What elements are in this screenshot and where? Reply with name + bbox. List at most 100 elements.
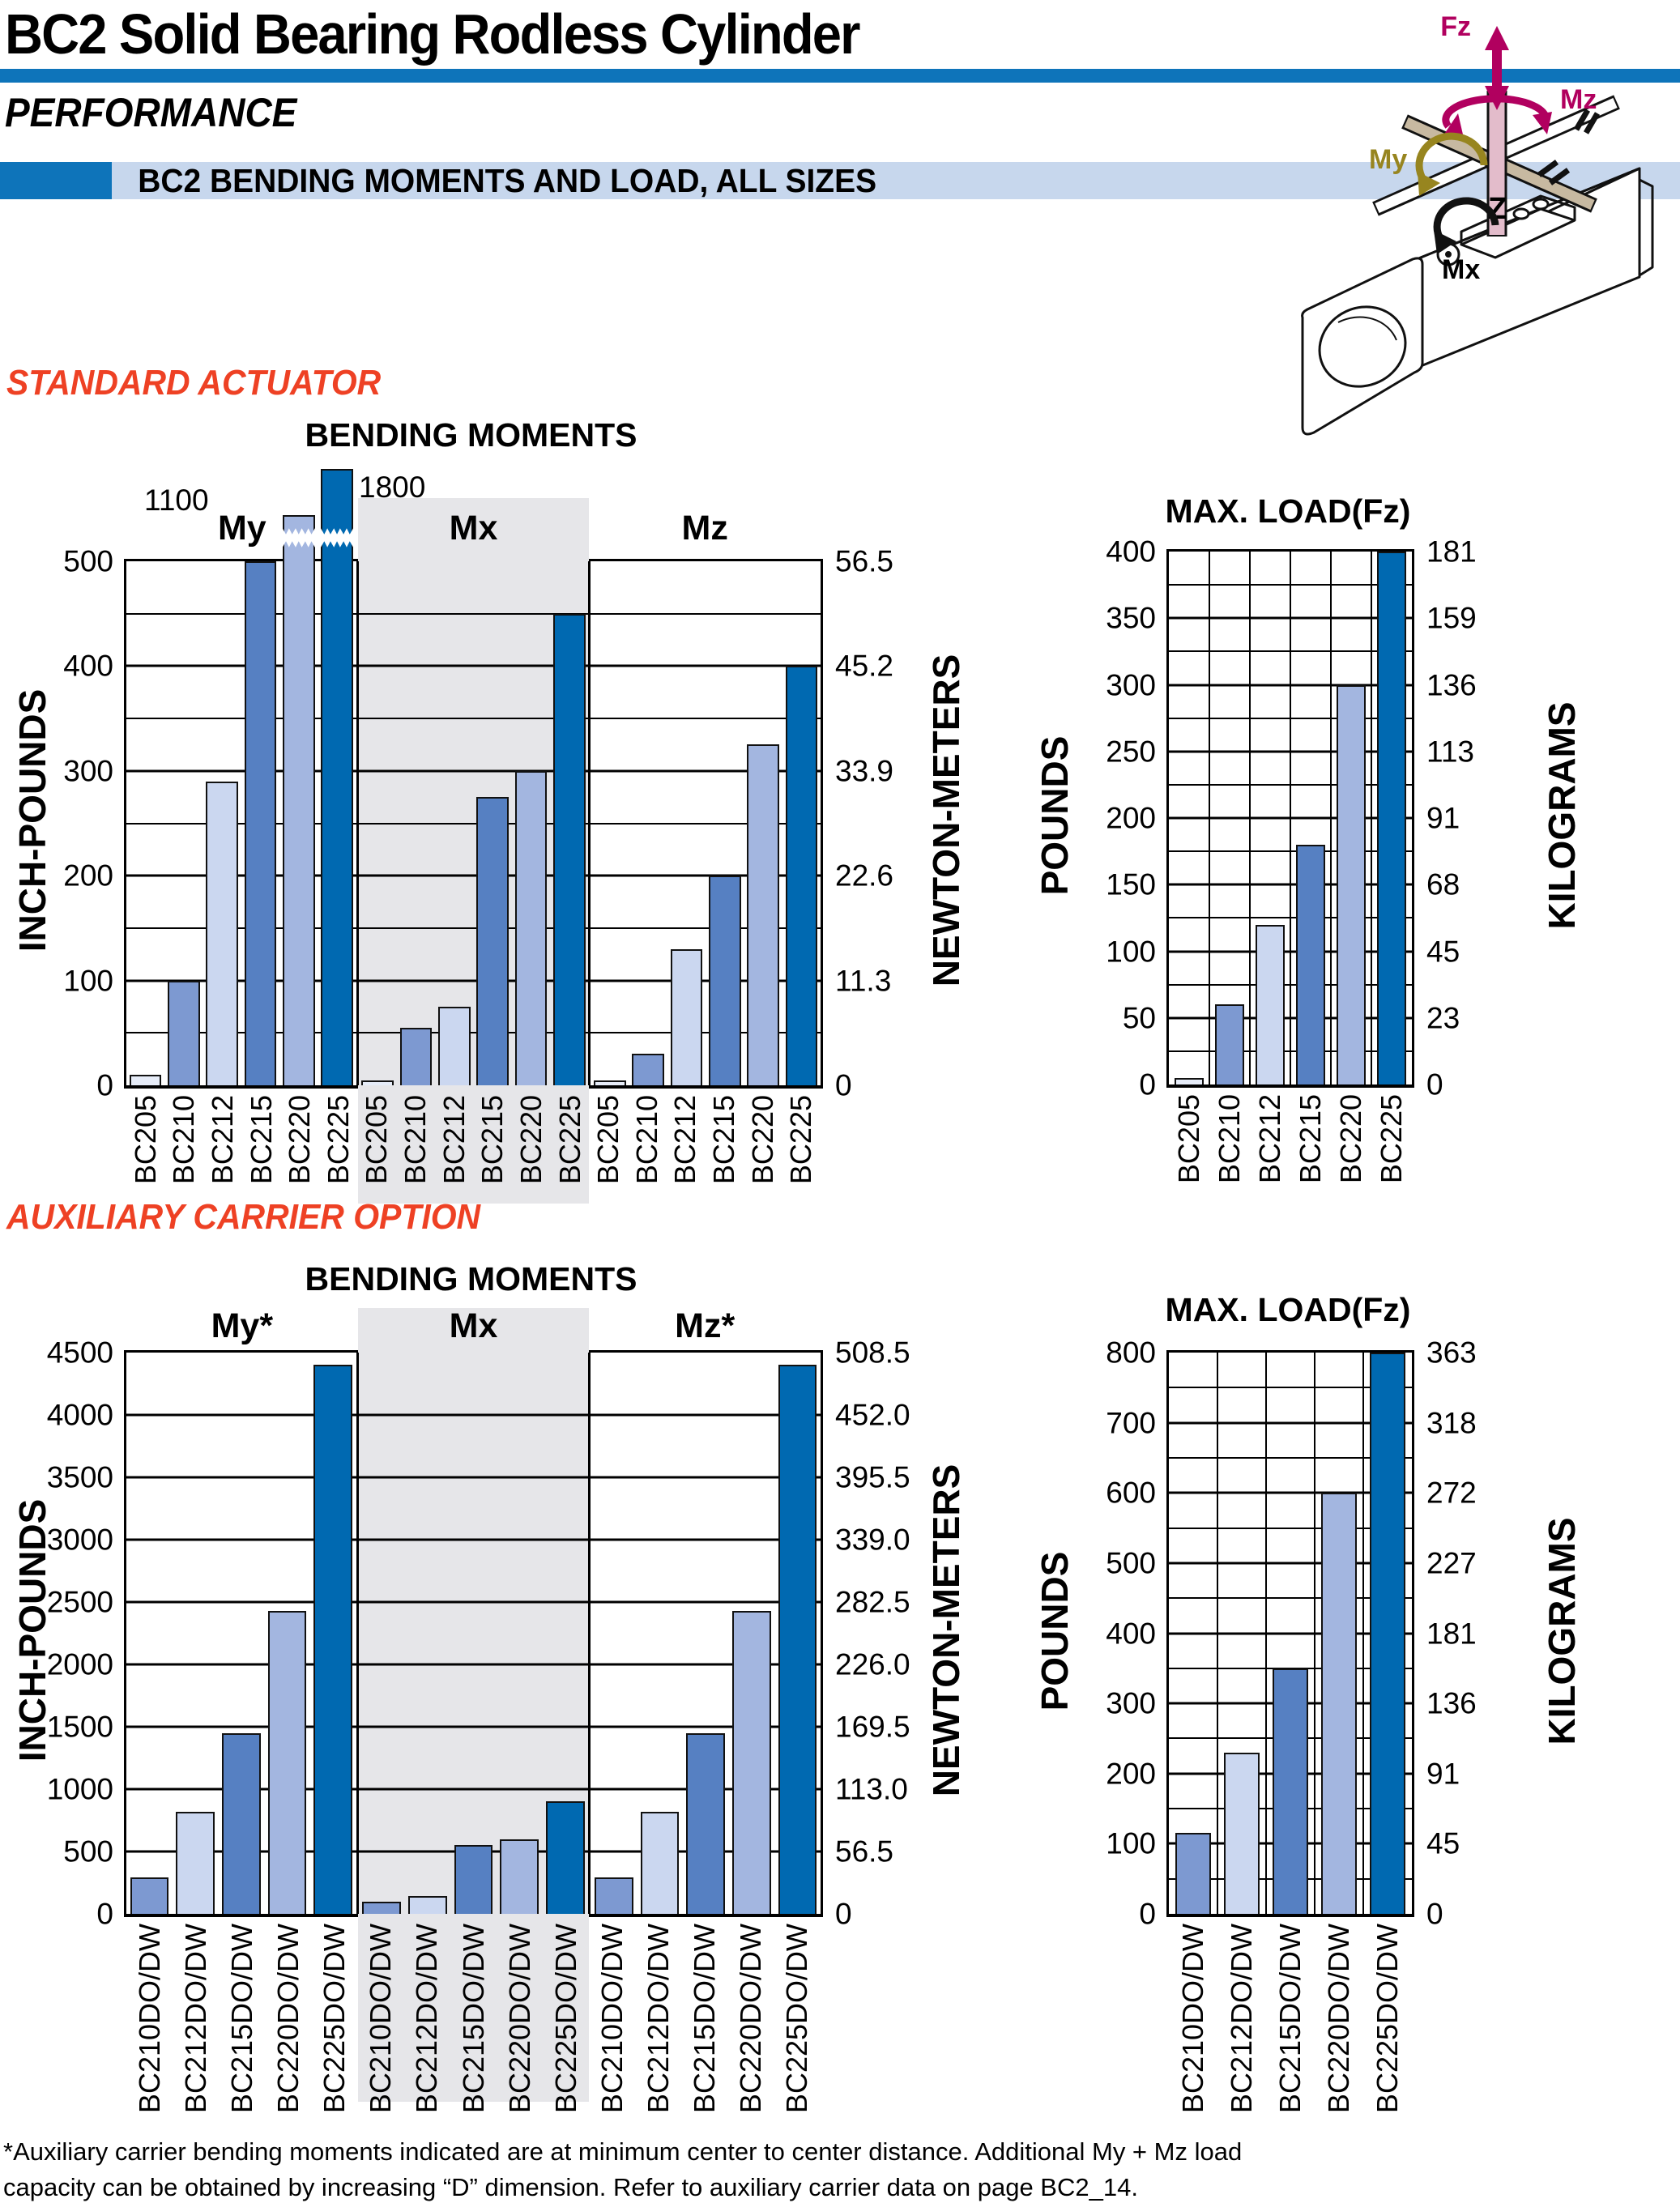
bar-BC220-Mx [514, 770, 548, 1085]
bar-column [359, 1353, 405, 1914]
group-label-Mz: Mz [681, 509, 728, 548]
y-tick-left-0: 0 [1139, 1897, 1156, 1931]
bar-column [1331, 552, 1371, 1084]
x-label-cell: BC215 [705, 1095, 744, 1200]
y-tick-right-363: 363 [1426, 1336, 1477, 1370]
x-label-cell: BC205 [358, 1095, 397, 1200]
bar-column [1209, 552, 1250, 1084]
x-tick-label: BC215DO/DW [688, 1924, 722, 2114]
bar-column [264, 1353, 310, 1914]
y-tick-right-56.5: 56.5 [835, 1834, 894, 1869]
x-tick-label: BC225DO/DW [1371, 1924, 1404, 2114]
bar-BC210DO/DW-My* [130, 1877, 169, 1914]
gridline-2000 [126, 1663, 821, 1666]
group-header-row: My Mx Mz [126, 509, 821, 548]
bar-BC212-Mz [670, 948, 703, 1085]
bar-column [729, 1353, 775, 1914]
x-tick-label: BC225DO/DW [780, 1924, 814, 2114]
bar-break-mark [279, 528, 318, 548]
y-tick-left-3000: 3000 [46, 1523, 113, 1557]
x-tick-label: BC205 [128, 1095, 162, 1185]
x-label-cell: BC215 [474, 1095, 513, 1200]
fz-label: Fz [1440, 11, 1471, 42]
x-label-cell: BC215DO/DW [219, 1924, 265, 2113]
bar-column [173, 1353, 219, 1914]
x-tick-label: BC212 [206, 1095, 240, 1185]
bar-BC212-My [206, 781, 239, 1085]
x-tick-label: BC212DO/DW [642, 1924, 676, 2114]
gridline-350 [126, 718, 821, 720]
bar-group-My [126, 469, 356, 1085]
gridline-400 [126, 664, 821, 667]
x-label-cell: BC212 [203, 1095, 242, 1200]
x-tick-label: BC212DO/DW [1225, 1924, 1258, 2114]
gridline-2500 [126, 1600, 821, 1604]
bar-BC220-My [279, 515, 318, 1085]
column-separator [1209, 552, 1210, 1084]
column-separator [1217, 1353, 1218, 1914]
bar-column [782, 561, 821, 1085]
x-label-cell: BC205 [126, 1095, 165, 1200]
bar-BC225DO/DW-Mz* [778, 1365, 817, 1914]
y-tick-right-68: 68 [1426, 867, 1460, 901]
x-tick-label: BC220 [283, 1095, 317, 1185]
bar-groups [1169, 552, 1412, 1084]
x-label-cell: BC210 [165, 1095, 204, 1200]
x-label-group: BC210DO/DW BC212DO/DW BC215DO/DW BC220DO/DW… [358, 1924, 590, 2113]
mx-moment-arrow: Mx [1433, 197, 1499, 285]
bar-BC225-Mx [552, 613, 586, 1085]
y-tick-right-113.0: 113.0 [835, 1772, 908, 1806]
bar-BC212DO/DW-My* [176, 1811, 215, 1914]
y-tick-left-600: 600 [1106, 1476, 1156, 1510]
x-label-cell: BC215 [242, 1095, 281, 1200]
gridline-750 [1169, 1387, 1412, 1389]
page-subtitle: PERFORMANCE [5, 90, 297, 135]
bar-group-My* [126, 1353, 356, 1914]
bar-BC210-My [168, 980, 200, 1085]
gridline-4000 [126, 1413, 821, 1417]
bar-column [1290, 552, 1331, 1084]
y-axis-title-pounds-aux: POUNDS [1034, 1551, 1076, 1711]
gridline-3000 [126, 1538, 821, 1541]
y-tick-right-45: 45 [1426, 1826, 1460, 1860]
x-label-group: BC205 BC210 BC212 BC215 BC220 BC225 [589, 1095, 821, 1200]
x-tick-label: BC210 [629, 1095, 663, 1185]
column-separator [1314, 1353, 1315, 1914]
bar-column [1315, 1353, 1363, 1914]
y-axis-title-pounds-std: POUNDS [1034, 735, 1076, 896]
my-moment-arrow: My [1369, 132, 1488, 196]
x-tick-label: BC210DO/DW [364, 1924, 398, 2114]
y-tick-left-800: 800 [1106, 1336, 1156, 1370]
bar-column [774, 1353, 821, 1914]
gridline-1000 [126, 1788, 821, 1791]
x-label-cell: BC220 [280, 1095, 319, 1200]
bar-BC225 [1377, 552, 1406, 1084]
x-label-cell: BC225DO/DW [774, 1924, 821, 2113]
bar-BC205-Mz [594, 1080, 626, 1085]
bar-column [683, 1353, 729, 1914]
y-tick-right-318: 318 [1426, 1406, 1477, 1440]
y-tick-left-200: 200 [63, 859, 113, 893]
bar-column [126, 1353, 173, 1914]
group-label-Mx: Mx [449, 1306, 498, 1345]
y-tick-right-272: 272 [1426, 1476, 1477, 1510]
gridline-450 [126, 612, 821, 615]
chart-title-aux-bending: BENDING MOMENTS [305, 1260, 637, 1298]
x-tick-label: BC225 [321, 1095, 355, 1185]
y-tick-right-181: 181 [1426, 1617, 1477, 1650]
bar-column [397, 561, 435, 1085]
x-label-cell: BC215DO/DW [682, 1924, 728, 2113]
bar-group [1169, 1353, 1412, 1914]
x-label-cell: BC212DO/DW [1217, 1924, 1266, 2113]
x-tick-label: BC215 [706, 1095, 740, 1185]
y-tick-left-100: 100 [1106, 935, 1156, 968]
x-label-cell: BC225DO/DW [312, 1924, 358, 2113]
y-tick-left-350: 350 [1106, 601, 1156, 635]
y-tick-right-181: 181 [1426, 535, 1477, 569]
x-label-cell: BC220 [512, 1095, 551, 1200]
bar-BC210DO/DW [1175, 1833, 1211, 1914]
x-label-group: BC205 BC210 BC212 BC215 BC220 BC225 [1169, 1094, 1412, 1200]
group-label-Mz*: Mz* [675, 1306, 736, 1345]
chart-title-std-load: MAX. LOAD(Fz) [1165, 492, 1411, 530]
bar-column [310, 1353, 356, 1914]
